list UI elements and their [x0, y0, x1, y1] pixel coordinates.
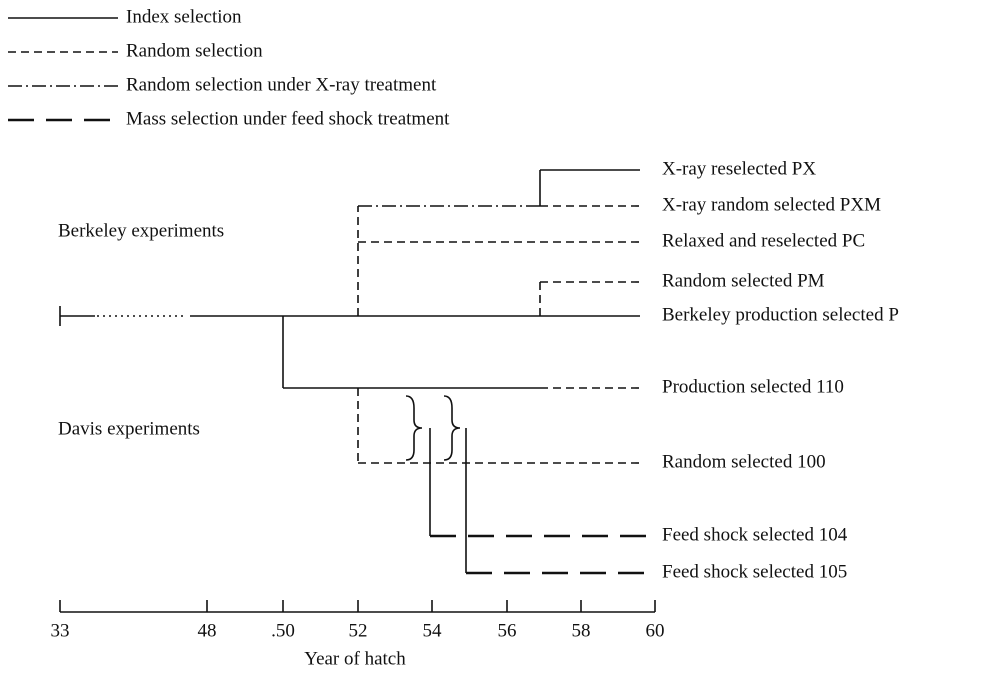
legend-label: Index selection	[126, 6, 242, 27]
line-label: X-ray random selected PXM	[662, 194, 881, 215]
tick-label: 52	[349, 620, 368, 641]
tick-label: 33	[51, 620, 70, 641]
brace	[443, 395, 461, 461]
legend-label: Random selection	[126, 40, 263, 61]
legend: Index selection Random selection Random …	[8, 6, 450, 129]
line-label: X-ray reselected PX	[662, 158, 816, 179]
line-label: Berkeley production selected P	[662, 304, 899, 325]
legend-label: Mass selection under feed shock treatmen…	[126, 108, 450, 129]
line-label: Random selected PM	[662, 270, 825, 291]
tick-label: 48	[198, 620, 217, 641]
brace	[405, 395, 423, 461]
axis: 33 48 .50 52 54 56 58 60 Year of hatch	[51, 600, 665, 669]
ticks: 33 48 .50 52 54 56 58 60	[51, 600, 665, 641]
line-label: Feed shock selected 104	[662, 524, 848, 545]
line-labels: X-ray reselected PX X-ray random selecte…	[662, 158, 899, 582]
lineage	[59, 169, 648, 575]
tick-label: .50	[271, 620, 295, 641]
group-label: Davis experiments	[58, 418, 200, 439]
tick-label: 60	[646, 620, 665, 641]
tick-label: 54	[423, 620, 443, 641]
line-label: Random selected 100	[662, 451, 826, 472]
line-label: Production selected 110	[662, 376, 844, 397]
group-label: Berkeley experiments	[58, 220, 224, 241]
line-label: Feed shock selected 105	[662, 561, 847, 582]
legend-label: Random selection under X-ray treatment	[126, 74, 437, 95]
line-label: Relaxed and reselected PC	[662, 230, 865, 251]
tick-label: 56	[498, 620, 517, 641]
tick-label: 58	[572, 620, 591, 641]
axis-title: Year of hatch	[304, 648, 406, 669]
